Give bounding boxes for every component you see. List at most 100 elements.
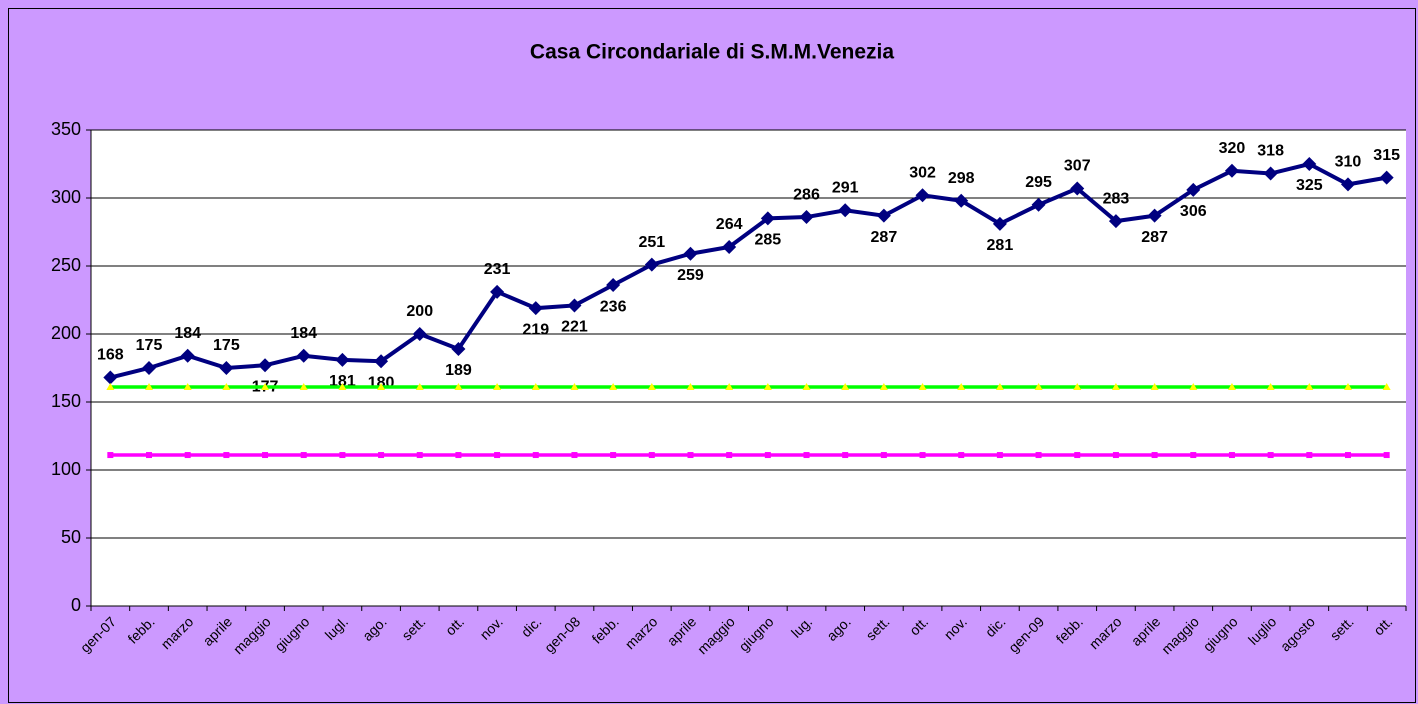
marker: [1344, 452, 1351, 459]
marker: [1228, 452, 1235, 459]
data-label: 283: [1103, 190, 1130, 207]
marker: [957, 383, 966, 391]
marker: [1343, 383, 1352, 391]
data-label: 287: [871, 229, 898, 246]
marker: [490, 284, 505, 299]
marker: [183, 383, 192, 391]
marker: [416, 452, 423, 459]
marker: [1266, 383, 1275, 391]
y-tick-label: 50: [61, 527, 81, 547]
marker: [1150, 383, 1159, 391]
marker: [374, 354, 389, 369]
series-line: [109, 161, 1388, 380]
data-label: 200: [406, 303, 433, 320]
marker: [686, 383, 695, 391]
marker: [455, 452, 462, 459]
data-label: 231: [484, 261, 511, 278]
y-tick-label: 0: [71, 595, 81, 615]
data-label: 320: [1219, 140, 1246, 157]
data-label: 291: [832, 179, 859, 196]
data-label: 259: [677, 267, 704, 284]
marker: [842, 452, 849, 459]
y-tick-label: 150: [51, 391, 81, 411]
marker: [648, 452, 655, 459]
marker: [1186, 182, 1201, 197]
data-label: 175: [136, 337, 163, 354]
marker: [915, 188, 930, 203]
marker: [880, 452, 887, 459]
data-label: 298: [948, 170, 975, 187]
marker: [1111, 383, 1120, 391]
marker: [1190, 452, 1197, 459]
data-label: 236: [600, 298, 627, 315]
marker: [180, 348, 195, 363]
marker: [107, 452, 114, 459]
y-tick-label: 200: [51, 323, 81, 343]
marker: [1340, 177, 1355, 192]
data-label: 325: [1296, 177, 1323, 194]
marker: [763, 383, 772, 391]
marker: [570, 383, 579, 391]
marker: [683, 246, 698, 261]
marker: [338, 383, 347, 391]
marker: [1302, 157, 1317, 171]
marker: [1031, 197, 1046, 212]
data-label: 295: [1025, 174, 1052, 191]
marker: [954, 193, 969, 208]
data-label: 285: [754, 232, 781, 249]
y-tick-label: 100: [51, 459, 81, 479]
marker: [1151, 452, 1158, 459]
marker: [764, 452, 771, 459]
marker: [610, 452, 617, 459]
data-label: 286: [793, 186, 820, 203]
marker: [1306, 452, 1313, 459]
data-label: 318: [1257, 143, 1284, 160]
data-label: 307: [1064, 158, 1091, 175]
marker: [223, 452, 230, 459]
marker: [647, 383, 656, 391]
marker: [1112, 452, 1119, 459]
marker: [531, 383, 540, 391]
marker: [378, 452, 385, 459]
chart-title: Casa Circondariale di S.M.M.Venezia: [530, 41, 894, 64]
data-label: 306: [1180, 203, 1207, 220]
marker: [876, 208, 891, 223]
marker: [412, 327, 427, 341]
marker: [919, 452, 926, 459]
data-label: 264: [716, 216, 743, 233]
marker: [1379, 170, 1394, 185]
marker: [219, 361, 234, 375]
marker: [1035, 452, 1042, 459]
data-label: 221: [561, 319, 588, 336]
data-label: 281: [987, 237, 1014, 254]
data-label: 302: [909, 164, 936, 181]
marker: [958, 452, 965, 459]
marker: [1382, 383, 1391, 391]
marker: [261, 383, 270, 391]
marker: [300, 452, 307, 459]
marker: [296, 348, 311, 363]
marker: [451, 341, 466, 356]
marker: [415, 383, 424, 391]
marker: [1147, 208, 1162, 223]
marker: [567, 298, 582, 313]
data-label: 168: [97, 347, 124, 364]
marker: [1070, 181, 1085, 196]
marker: [1267, 452, 1274, 459]
marker: [841, 383, 850, 391]
data-label: 184: [174, 325, 201, 342]
marker: [1305, 383, 1314, 391]
marker: [184, 452, 191, 459]
marker: [726, 452, 733, 459]
marker: [760, 211, 775, 226]
data-label: 310: [1335, 154, 1362, 171]
data-label: 175: [213, 337, 240, 354]
data-label: 251: [638, 234, 665, 251]
marker: [606, 278, 621, 293]
data-label: 184: [290, 325, 317, 342]
marker: [103, 370, 118, 385]
data-label: 189: [445, 362, 472, 379]
marker: [142, 361, 157, 375]
marker: [222, 383, 231, 391]
marker: [339, 452, 346, 459]
